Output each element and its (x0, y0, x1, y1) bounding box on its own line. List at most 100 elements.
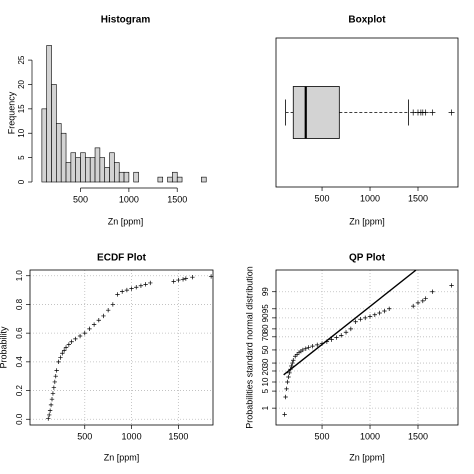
point (415, 300, 421, 306)
point (291, 358, 296, 363)
point (300, 347, 306, 353)
outlier (429, 109, 436, 116)
y-axis-label: Frequency (6, 91, 16, 134)
point (48, 402, 54, 408)
x-axis-label: Zn [ppm] (108, 216, 144, 226)
y-tick-label: 10 (17, 128, 26, 137)
point (56, 359, 61, 365)
point (382, 308, 387, 314)
plot-frame (275, 37, 459, 188)
point (46, 416, 51, 421)
point (51, 385, 57, 390)
y-tick-label: 1.0 (15, 270, 24, 282)
y-tick-label: 0.4 (15, 356, 24, 368)
point (101, 313, 106, 319)
point (58, 355, 63, 360)
point (449, 283, 454, 288)
bar (75, 157, 81, 183)
point (284, 386, 289, 392)
bar (109, 152, 115, 183)
point (286, 374, 291, 380)
bar (99, 157, 106, 183)
x-tick-label: 1500 (168, 431, 188, 441)
point (319, 341, 325, 346)
y-tick-label: 1 (261, 405, 270, 410)
point (294, 352, 300, 357)
point (73, 336, 78, 342)
bar (118, 171, 125, 183)
fit-line (283, 270, 417, 376)
point (372, 312, 378, 317)
point (60, 351, 65, 356)
y-tick-label: 25 (17, 55, 26, 64)
bar (41, 108, 48, 183)
point (283, 394, 288, 400)
point (134, 285, 139, 290)
bar (133, 171, 139, 183)
y-tick-label: 15 (17, 104, 26, 113)
bar (46, 45, 52, 183)
point (91, 322, 97, 327)
panel-title: Histogram (101, 15, 151, 26)
outlier (448, 109, 455, 116)
point (54, 368, 59, 373)
box (292, 86, 340, 139)
point (348, 326, 354, 332)
point (288, 367, 293, 372)
bar (51, 84, 57, 183)
bar (123, 171, 130, 183)
point (310, 343, 315, 349)
point (120, 289, 125, 294)
point (289, 363, 294, 369)
y-tick-label: 70 (261, 332, 270, 341)
bar (104, 167, 110, 183)
bar (60, 132, 67, 183)
point (129, 286, 134, 291)
point (176, 277, 181, 283)
point (282, 412, 287, 417)
x-tick-label: 1000 (122, 431, 142, 441)
y-tick-label: 99 (261, 287, 270, 296)
point (377, 310, 382, 316)
point (47, 408, 53, 413)
bar (56, 123, 62, 183)
x-axis-label: Zn [ppm] (104, 452, 140, 462)
point (190, 274, 195, 280)
bar (167, 176, 173, 183)
bar (89, 157, 96, 183)
point (285, 379, 290, 385)
point (290, 360, 295, 366)
point (430, 289, 435, 294)
point (358, 317, 363, 322)
point (353, 319, 358, 324)
x-tick-label: 1500 (408, 431, 428, 441)
y-tick-label: 90 (261, 313, 270, 322)
y-tick-label: 0 (17, 179, 26, 184)
y-tick-label: 95 (261, 304, 270, 313)
bar (201, 176, 207, 183)
y-tick-label: 5 (17, 155, 26, 160)
x-tick-label: 1500 (167, 194, 187, 204)
panel-title: Boxplot (348, 15, 386, 26)
point (148, 280, 153, 286)
x-tick-label: 1000 (360, 431, 380, 441)
point (367, 314, 373, 319)
y-tick-label: 20 (17, 79, 26, 88)
point (180, 277, 186, 282)
point (287, 370, 292, 376)
y-tick-label: 0.2 (15, 384, 24, 396)
point (138, 283, 144, 288)
x-tick-label: 500 (315, 431, 330, 441)
panel-title: QP Plot (349, 253, 386, 264)
y-axis-label: Probability (0, 326, 8, 369)
x-tick-label: 1000 (360, 193, 380, 203)
point (115, 292, 120, 297)
x-tick-label: 500 (315, 193, 330, 203)
point (63, 345, 69, 350)
point (387, 306, 392, 311)
point (46, 412, 52, 418)
y-tick-label: 0.0 (15, 413, 24, 425)
bar (70, 152, 77, 183)
bar (94, 147, 101, 183)
